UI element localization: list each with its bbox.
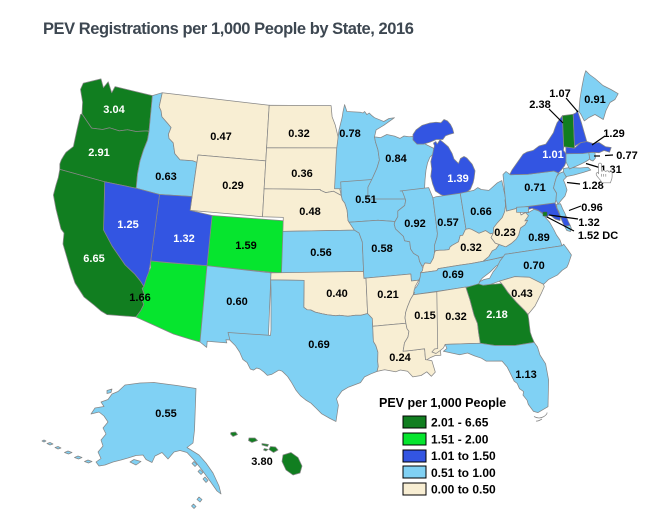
svg-text:0.91: 0.91	[584, 94, 605, 106]
svg-text:0.69: 0.69	[442, 269, 463, 281]
svg-text:1.52 DC: 1.52 DC	[578, 230, 618, 242]
svg-text:0.69: 0.69	[308, 339, 329, 351]
svg-text:2.01 - 6.65: 2.01 - 6.65	[431, 416, 489, 430]
svg-text:0.58: 0.58	[371, 243, 392, 255]
svg-text:1.66: 1.66	[129, 292, 150, 304]
svg-text:0.43: 0.43	[511, 288, 532, 300]
svg-text:1.32: 1.32	[578, 217, 599, 229]
svg-text:0.48: 0.48	[299, 206, 320, 218]
svg-text:1.51 - 2.00: 1.51 - 2.00	[431, 432, 489, 446]
svg-text:0.56: 0.56	[310, 247, 331, 259]
svg-text:0.78: 0.78	[339, 128, 360, 140]
svg-text:1.59: 1.59	[235, 240, 256, 252]
svg-text:0.66: 0.66	[470, 206, 491, 218]
svg-text:1.29: 1.29	[603, 128, 624, 140]
svg-text:0.40: 0.40	[326, 288, 347, 300]
svg-text:0.32: 0.32	[460, 242, 481, 254]
svg-text:PEV per 1,000 People: PEV per 1,000 People	[379, 396, 506, 410]
svg-text:0.32: 0.32	[445, 311, 466, 323]
svg-text:0.36: 0.36	[291, 168, 312, 180]
svg-text:1.39: 1.39	[447, 173, 468, 185]
svg-text:0.84: 0.84	[385, 153, 407, 165]
svg-text:1.13: 1.13	[515, 369, 536, 381]
svg-text:0.51: 0.51	[355, 194, 376, 206]
svg-text:0.23: 0.23	[494, 227, 515, 239]
svg-text:0.71: 0.71	[524, 182, 545, 194]
svg-text:1.07: 1.07	[549, 88, 570, 100]
svg-text:0.15: 0.15	[414, 310, 435, 322]
svg-text:2.38: 2.38	[529, 99, 550, 111]
svg-text:0.00 to 0.50: 0.00 to 0.50	[431, 483, 496, 497]
svg-text:0.96: 0.96	[581, 202, 602, 214]
svg-text:0.47: 0.47	[210, 131, 231, 143]
svg-text:2.91: 2.91	[88, 147, 109, 159]
svg-text:0.63: 0.63	[155, 171, 176, 183]
svg-text:3.80: 3.80	[251, 456, 272, 468]
svg-text:1.25: 1.25	[117, 219, 138, 231]
svg-text:0.70: 0.70	[523, 260, 544, 272]
svg-text:2.18: 2.18	[486, 309, 507, 321]
svg-text:1.32: 1.32	[173, 233, 194, 245]
svg-text:1.01 to 1.50: 1.01 to 1.50	[431, 449, 496, 463]
svg-text:0.24: 0.24	[389, 352, 411, 364]
svg-text:0.92: 0.92	[404, 218, 425, 230]
svg-text:0.57: 0.57	[437, 217, 458, 229]
svg-text:1.01: 1.01	[542, 149, 563, 161]
svg-text:3.04: 3.04	[103, 104, 125, 116]
svg-text:0.55: 0.55	[155, 408, 176, 420]
svg-text:6.65: 6.65	[83, 253, 104, 265]
svg-text:0.29: 0.29	[222, 180, 243, 192]
svg-text:0.32: 0.32	[288, 128, 309, 140]
svg-text:0.21: 0.21	[377, 289, 398, 301]
svg-text:0.89: 0.89	[528, 232, 549, 244]
svg-text:0.51 to 1.00: 0.51 to 1.00	[431, 466, 496, 480]
svg-text:0.77: 0.77	[616, 150, 637, 162]
svg-text:1.28: 1.28	[582, 180, 603, 192]
svg-text:0.60: 0.60	[226, 296, 247, 308]
